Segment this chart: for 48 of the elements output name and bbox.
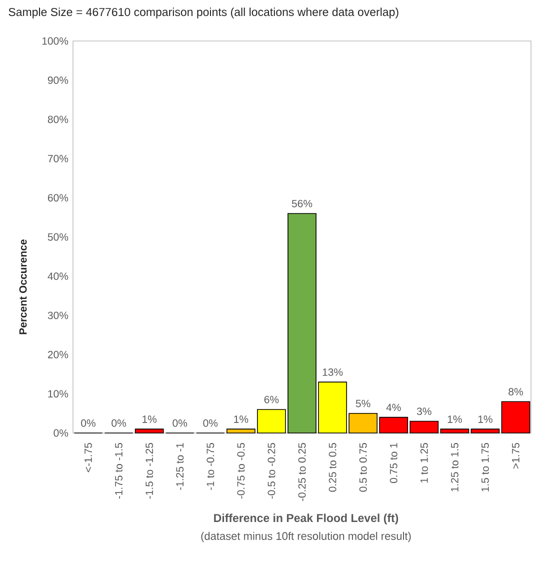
data-label: 1%	[448, 416, 462, 423]
data-label: 1%	[142, 416, 157, 423]
x-tick-label: -1.5 to -1.25	[146, 442, 154, 499]
y-tick-label: 60%	[48, 194, 68, 202]
y-tick-label: 70%	[48, 154, 68, 162]
data-label: 3%	[416, 408, 432, 416]
y-tick-label: 90%	[48, 76, 68, 84]
data-label: 0%	[203, 419, 218, 427]
x-tick-label: 1 to 1.25	[420, 442, 428, 483]
text: (dataset minus 10ft resolution model result)	[201, 532, 411, 542]
data-label: 6%	[264, 396, 279, 404]
y-tick-label: 20%	[48, 350, 68, 358]
data-label: 13%	[322, 368, 343, 376]
data-label: 1%	[234, 416, 248, 423]
chart-title: Sample Size = 4677610 comparison points (all locations where data overlap)	[8, 8, 398, 18]
data-label: 0%	[112, 419, 126, 427]
data-label: 1%	[478, 416, 492, 423]
bar	[501, 401, 530, 434]
x-tick-label: 1.25 to 1.5	[450, 442, 458, 492]
y-tick-label: 0%	[54, 429, 68, 437]
data-label: 4%	[386, 404, 401, 412]
x-tick-label: -0.75 to -0.5	[237, 442, 245, 499]
x-tick-label: 0.5 to 0.75	[359, 442, 367, 492]
x-tick-label: 0.75 to 1	[390, 443, 398, 483]
data-label: 0%	[172, 419, 188, 427]
data-label: 8%	[508, 388, 523, 396]
y-tick-label: 50%	[48, 233, 68, 241]
x-tick-label: -0.5 to -0.25	[268, 442, 276, 499]
x-tick-label: -1.25 to -1	[176, 443, 184, 490]
x-tick-label: -1 to -0.75	[206, 442, 214, 490]
x-tick-label: 1.5 to 1.75	[482, 442, 489, 492]
y-tick-label: 80%	[48, 116, 68, 124]
x-tick-label: -1.75 to -1.5	[115, 442, 122, 499]
x-tick-label: >1.75	[512, 442, 520, 469]
data-label: 0%	[81, 419, 96, 427]
y-tick-label: 100%	[42, 37, 68, 45]
y-tick-label: 30%	[48, 312, 68, 320]
data-label: 56%	[292, 200, 312, 208]
x-tick-label: <-1.75	[84, 442, 92, 472]
x-tick-label: 0.25 to 0.5	[328, 442, 336, 492]
y-tick-label: 40%	[48, 272, 68, 280]
y-axis-title: Percent Occurence	[19, 240, 27, 334]
data-label: 5%	[356, 400, 370, 408]
x-tick-label: -0.25 to 0.25	[298, 442, 306, 502]
bar	[470, 428, 500, 434]
bar	[134, 428, 164, 434]
y-tick-label: 10%	[48, 390, 68, 398]
x-axis-title: Difference in Peak Flood Level (ft)	[214, 514, 398, 524]
